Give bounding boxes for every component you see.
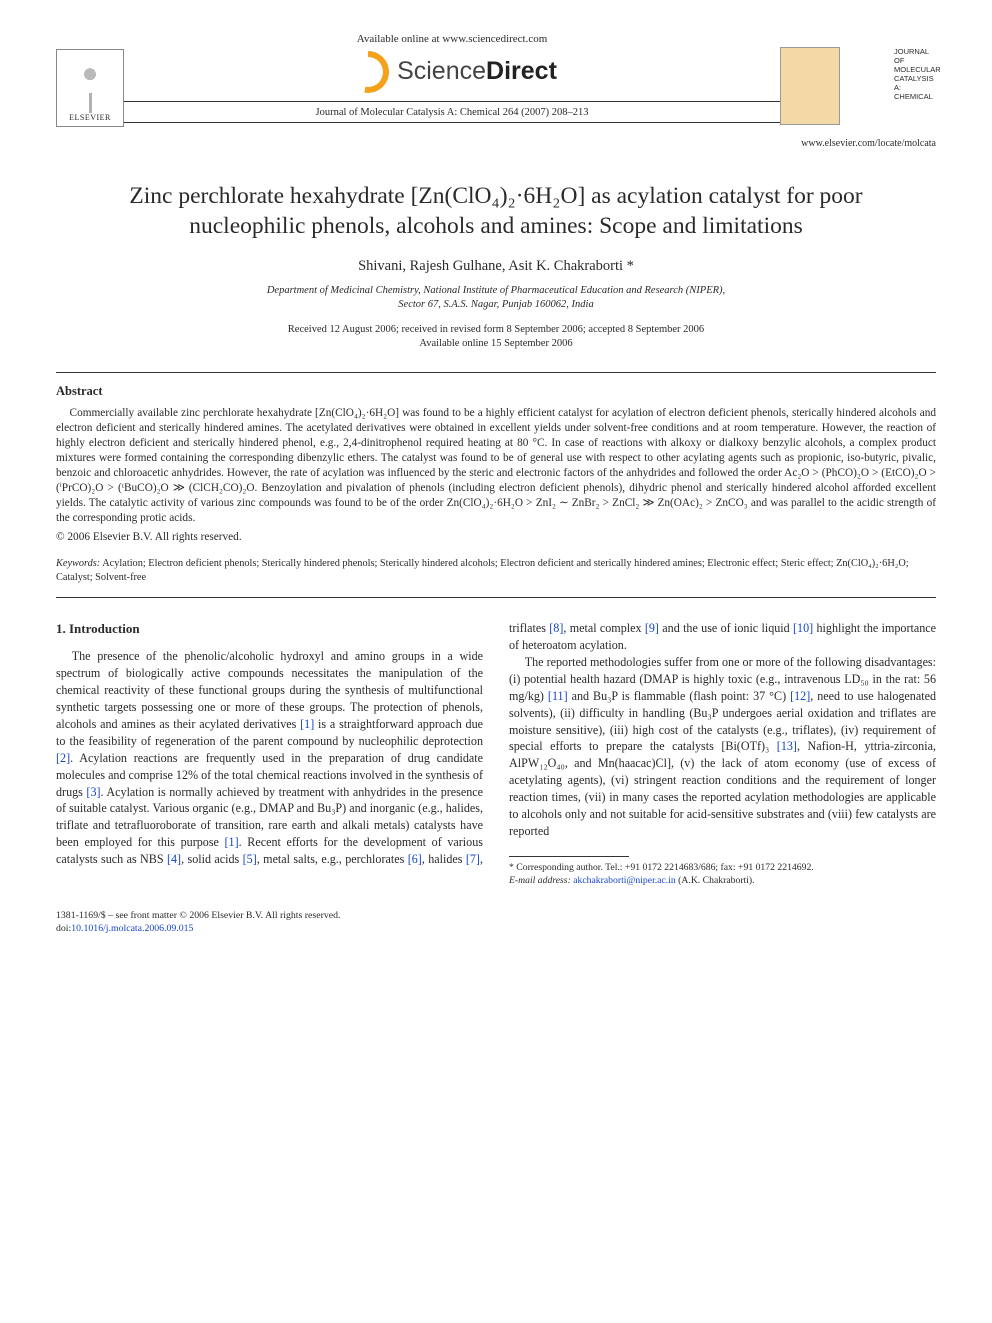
ref-6[interactable]: [6] xyxy=(408,852,422,866)
section-1-heading: 1. Introduction xyxy=(56,620,483,638)
ref-1b[interactable]: [1] xyxy=(225,835,239,849)
header-rule-bottom xyxy=(124,122,780,123)
p1l: and the use of ionic liquid xyxy=(659,621,793,635)
body-columns: 1. Introduction The presence of the phen… xyxy=(56,620,936,887)
ref-7[interactable]: [7] xyxy=(466,852,480,866)
keywords-label: Keywords: xyxy=(56,558,100,569)
locate-url: www.elsevier.com/locate/molcata xyxy=(56,137,936,151)
journal-cover-icon xyxy=(780,47,840,125)
p2d: , Nafion-H, yttria-zirconia, AlPW₁₂O₄₀, … xyxy=(509,739,936,838)
available-online-text: Available online at www.sciencedirect.co… xyxy=(124,32,780,47)
abstract-heading: Abstract xyxy=(56,383,936,400)
abstract-body: Commercially available zinc perchlorate … xyxy=(56,406,936,526)
p1h: , metal salts, e.g., perchlorates xyxy=(257,852,408,866)
ref-13[interactable]: [13] xyxy=(777,739,797,753)
affil-line1: Department of Medicinal Chemistry, Natio… xyxy=(267,285,725,296)
sd-dir: Direct xyxy=(486,57,557,85)
journal-badge-text: JOURNAL OF MOLECULAR CATALYSIS A: CHEMIC… xyxy=(894,47,936,127)
elsevier-label: ELSEVIER xyxy=(69,113,111,124)
ref-10[interactable]: [10] xyxy=(793,621,813,635)
keywords-body: Acylation; Electron deficient phenols; S… xyxy=(56,558,909,583)
footnote-email-label: E-mail address: xyxy=(509,875,571,886)
sd-sci: Science xyxy=(397,57,486,85)
ref-1[interactable]: [1] xyxy=(300,717,314,731)
header-rule-top xyxy=(124,101,780,102)
p1i: , halides xyxy=(422,852,466,866)
authors: Shivani, Rajesh Gulhane, Asit K. Chakrab… xyxy=(56,257,936,277)
ref-8[interactable]: [8] xyxy=(549,621,563,635)
journal-badge: JOURNAL OF MOLECULAR CATALYSIS A: CHEMIC… xyxy=(780,47,936,127)
footnote-rule xyxy=(509,856,629,857)
ref-3[interactable]: [3] xyxy=(86,785,100,799)
ref-9[interactable]: [9] xyxy=(645,621,659,635)
ref-2[interactable]: [2] xyxy=(56,751,70,765)
article-title: Zinc perchlorate hexahydrate [Zn(ClO₄)₂·… xyxy=(56,181,936,241)
p1g: , solid acids xyxy=(181,852,243,866)
footnote-email-who: (A.K. Chakraborti). xyxy=(678,875,754,886)
footer-front-matter: 1381-1169/$ – see front matter © 2006 El… xyxy=(56,909,936,922)
footer-doi-link[interactable]: 10.1016/j.molcata.2006.09.015 xyxy=(71,923,193,934)
corresponding-author-footnote: * Corresponding author. Tel.: +91 0172 2… xyxy=(509,861,936,887)
ref-11[interactable]: [11] xyxy=(548,689,568,703)
elsevier-logo: ELSEVIER xyxy=(56,49,124,127)
p2b: and Bu₃P is flammable (flash point: 37 °… xyxy=(568,689,790,703)
journal-reference: Journal of Molecular Catalysis A: Chemic… xyxy=(124,106,780,120)
ref-5[interactable]: [5] xyxy=(243,852,257,866)
footnote-email-link[interactable]: akchakraborti@niper.ac.in xyxy=(573,875,676,886)
abstract-top-rule xyxy=(56,372,936,373)
affiliation: Department of Medicinal Chemistry, Natio… xyxy=(56,284,936,312)
copyright-line: © 2006 Elsevier B.V. All rights reserved… xyxy=(56,530,936,545)
affil-line2: Sector 67, S.A.S. Nagar, Punjab 160062, … xyxy=(398,299,593,310)
footnote-corr: * Corresponding author. Tel.: +91 0172 2… xyxy=(509,861,936,874)
dates-line1: Received 12 August 2006; received in rev… xyxy=(288,324,704,335)
dates-line2: Available online 15 September 2006 xyxy=(419,338,572,349)
sciencedirect-logo: ScienceDirect xyxy=(124,51,780,93)
sd-swoosh-icon xyxy=(347,51,389,93)
ref-4[interactable]: [4] xyxy=(167,852,181,866)
page-footer: 1381-1169/$ – see front matter © 2006 El… xyxy=(56,909,936,935)
keywords: Keywords: Acylation; Electron deficient … xyxy=(56,557,936,585)
journal-header: ELSEVIER Available online at www.science… xyxy=(56,32,936,127)
article-dates: Received 12 August 2006; received in rev… xyxy=(56,323,936,352)
abstract-bottom-rule xyxy=(56,597,936,598)
ref-12[interactable]: [12] xyxy=(790,689,810,703)
center-header: Available online at www.sciencedirect.co… xyxy=(124,32,780,127)
footer-doi-label: doi: xyxy=(56,923,71,934)
para-2: The reported methodologies suffer from o… xyxy=(509,654,936,840)
abstract: Commercially available zinc perchlorate … xyxy=(56,406,936,526)
elsevier-tree-icon xyxy=(67,63,113,113)
p1k: , metal complex xyxy=(563,621,644,635)
sd-wordmark: ScienceDirect xyxy=(397,55,557,89)
